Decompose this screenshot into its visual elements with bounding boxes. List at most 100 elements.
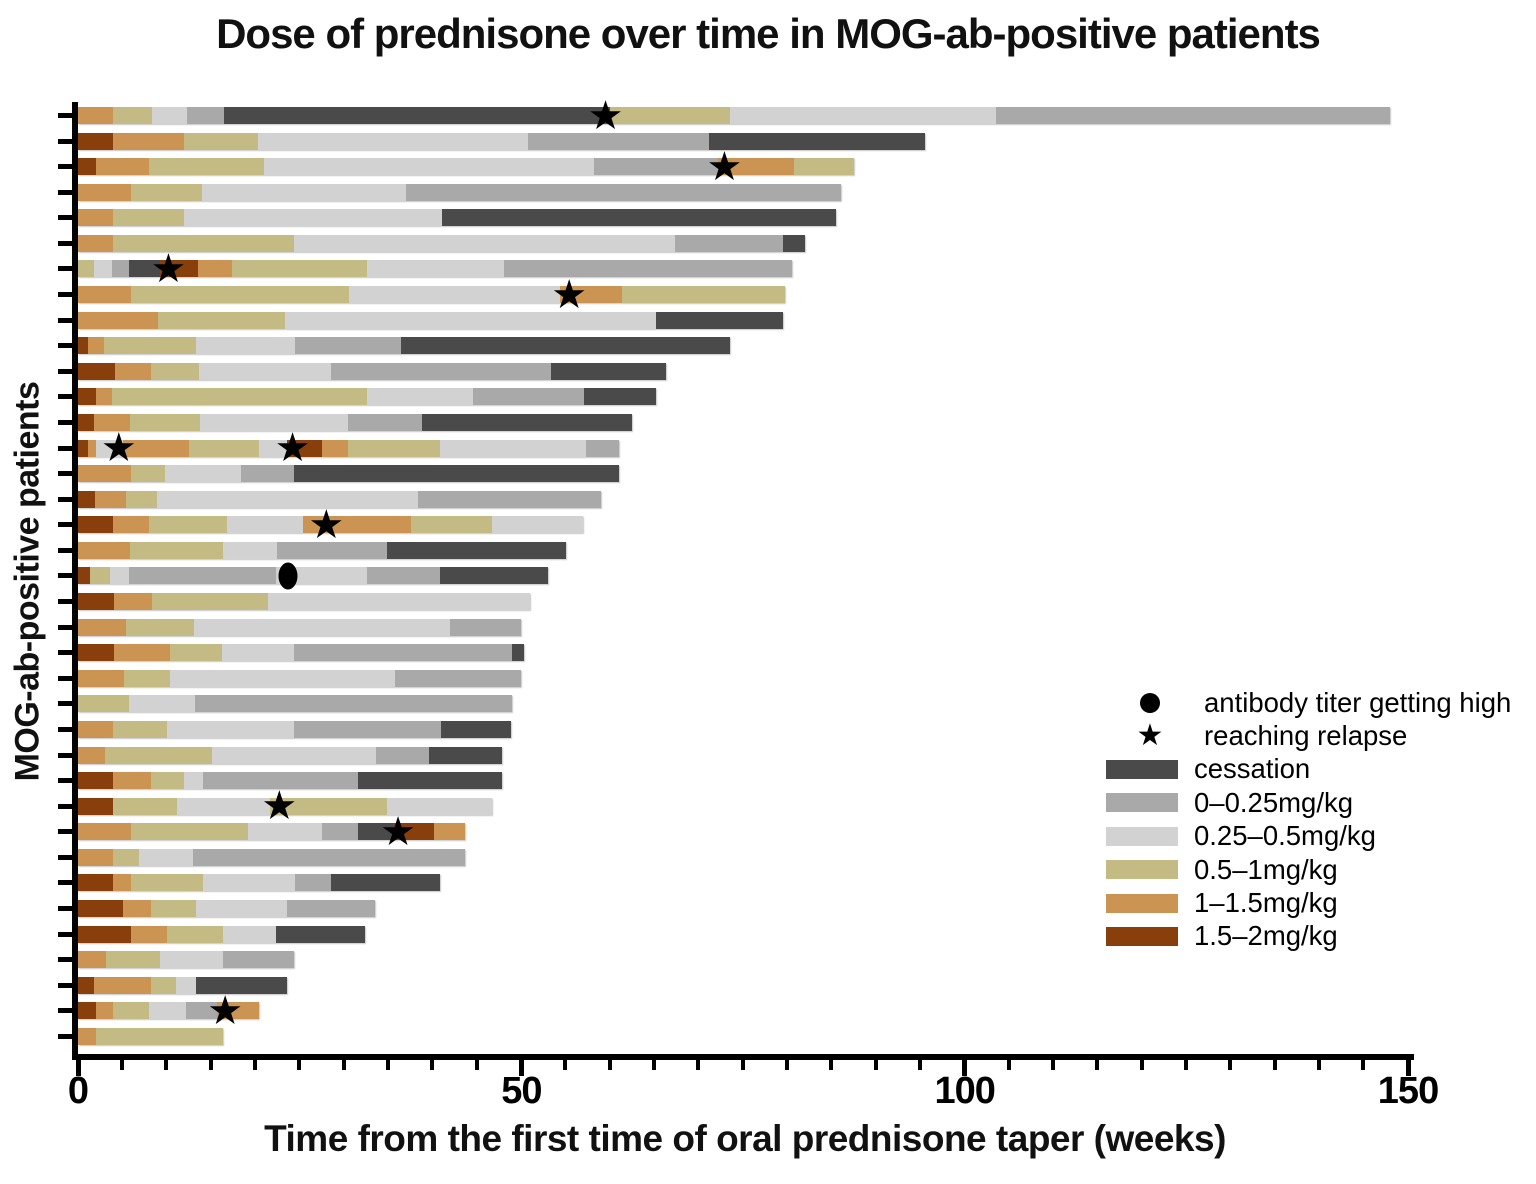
y-tick <box>58 292 72 298</box>
y-tick <box>58 215 72 221</box>
dose-segment-1.5-2 <box>78 925 132 943</box>
dose-segment-0.5-1 <box>111 388 368 406</box>
dose-segment-0.25-0.5 <box>257 132 529 150</box>
legend-label: 1.5–2mg/kg <box>1194 920 1338 952</box>
dose-segment-0.5-1 <box>113 107 152 124</box>
patient-bar-row <box>0 234 1536 252</box>
dose-segment-1.5-2 <box>78 490 95 508</box>
patient-bar-row <box>0 107 1536 124</box>
dose-segment-0-0.25 <box>503 260 792 278</box>
patient-bar-row <box>0 925 1536 943</box>
dose-segment-0.5-1 <box>112 848 140 866</box>
y-tick <box>58 522 72 528</box>
dose-segment-1.5-2 <box>78 158 96 176</box>
patient-bar-row <box>0 362 1536 380</box>
dose-segment-0.25-0.5 <box>285 311 657 329</box>
dose-segment-0.25-0.5 <box>248 823 322 841</box>
y-tick <box>58 752 72 758</box>
dose-segment-0.25-0.5 <box>129 695 196 713</box>
dose-segment-1-1.5 <box>87 439 96 457</box>
dose-segment-1-1.5 <box>718 158 795 176</box>
dose-segment-0.25-0.5 <box>109 567 129 585</box>
patient-bar-row <box>0 132 1536 150</box>
dose-segment-cessation <box>195 976 288 994</box>
dose-segment-0-0.25 <box>195 695 513 713</box>
dose-segment-1-1.5 <box>78 107 114 124</box>
x-minor-tick <box>696 1060 701 1070</box>
patient-bar-row <box>0 286 1536 304</box>
y-tick <box>58 854 72 860</box>
dose-segment-0.5-1 <box>124 669 171 687</box>
dose-segment-1-1.5 <box>78 669 125 687</box>
dose-segment-0.5-1 <box>130 541 223 559</box>
dose-segment-0-0.25 <box>472 388 585 406</box>
dose-segment-0-0.25 <box>203 772 359 790</box>
dose-segment-1.5-2 <box>78 772 114 790</box>
dose-segment-0.25-0.5 <box>95 439 124 457</box>
y-tick <box>58 496 72 502</box>
legend-item-circle: antibody titer getting high <box>1106 686 1511 719</box>
dose-segment-0.25-0.5 <box>194 618 450 636</box>
legend-label: 0.5–1mg/kg <box>1194 853 1338 885</box>
dose-segment-1-1.5 <box>78 541 131 559</box>
dose-segment-0-0.25 <box>330 362 551 380</box>
dose-segment-1.5-2 <box>78 567 90 585</box>
dose-segment-1-1.5 <box>78 1027 96 1045</box>
y-tick <box>58 471 72 477</box>
dose-segment-0.5-1 <box>131 874 203 892</box>
x-minor-tick <box>341 1060 346 1070</box>
legend-label: antibody titer getting high <box>1204 686 1512 718</box>
dose-segment-cessation <box>294 465 619 483</box>
dose-segment-0.25-0.5 <box>195 337 296 355</box>
dose-segment-0.25-0.5 <box>492 516 584 534</box>
dose-segment-0.25-0.5 <box>148 1002 187 1020</box>
dose-segment-1-1.5 <box>78 183 132 201</box>
legend-label: 1–1.5mg/kg <box>1194 887 1338 919</box>
dose-segment-cessation <box>358 772 502 790</box>
dose-segment-0-0.25 <box>287 899 376 917</box>
dose-segment-cessation <box>709 132 925 150</box>
y-tick <box>58 573 72 579</box>
dose-segment-1.5-2 <box>78 362 116 380</box>
dose-segment-1-1.5 <box>115 362 151 380</box>
dose-segment-0.25-0.5 <box>729 107 996 124</box>
x-major-tick <box>518 1060 524 1076</box>
dose-segment-cessation <box>656 311 783 329</box>
dose-segment-0.25-0.5 <box>275 567 368 585</box>
dose-segment-0.25-0.5 <box>221 644 295 662</box>
dose-segment-0.5-1 <box>112 720 167 738</box>
dose-segment-cessation <box>330 874 440 892</box>
dose-segment-0.5-1 <box>166 925 223 943</box>
dose-segment-0.5-1 <box>89 567 110 585</box>
dose-segment-0.5-1 <box>148 516 227 534</box>
y-tick <box>58 113 72 118</box>
y-tick <box>58 189 72 195</box>
dose-segment-cessation <box>550 362 666 380</box>
patient-bar-row <box>0 158 1536 176</box>
y-tick <box>58 650 72 656</box>
dose-segment-0.5-1 <box>157 311 286 329</box>
patient-bar-row <box>0 618 1536 636</box>
dose-segment-1-1.5 <box>112 874 132 892</box>
dose-segment-0.25-0.5 <box>226 516 304 534</box>
dose-segment-1.5-2 <box>78 874 113 892</box>
dose-segment-0.25-0.5 <box>222 541 277 559</box>
dose-segment-1-1.5 <box>78 951 107 969</box>
dose-segment-0.5-1 <box>150 362 200 380</box>
x-minor-tick <box>873 1060 878 1070</box>
dose-segment-1.5-2 <box>78 899 124 917</box>
dose-segment-0.25-0.5 <box>439 439 587 457</box>
relapse-star-marker: ★ <box>551 272 588 317</box>
dose-segment-0-0.25 <box>375 746 430 764</box>
dose-segment-0.5-1 <box>150 976 176 994</box>
relapse-star-marker: ★ <box>380 809 417 854</box>
dose-segment-0.25-0.5 <box>200 413 348 431</box>
patient-bar-row <box>0 209 1536 227</box>
x-minor-tick <box>917 1060 922 1070</box>
dose-segment-1-1.5 <box>131 925 167 943</box>
dose-segment-0.5-1 <box>125 618 195 636</box>
x-major-tick <box>962 1060 968 1076</box>
dose-segment-0-0.25 <box>594 158 719 176</box>
dose-segment-0-0.25 <box>294 644 512 662</box>
